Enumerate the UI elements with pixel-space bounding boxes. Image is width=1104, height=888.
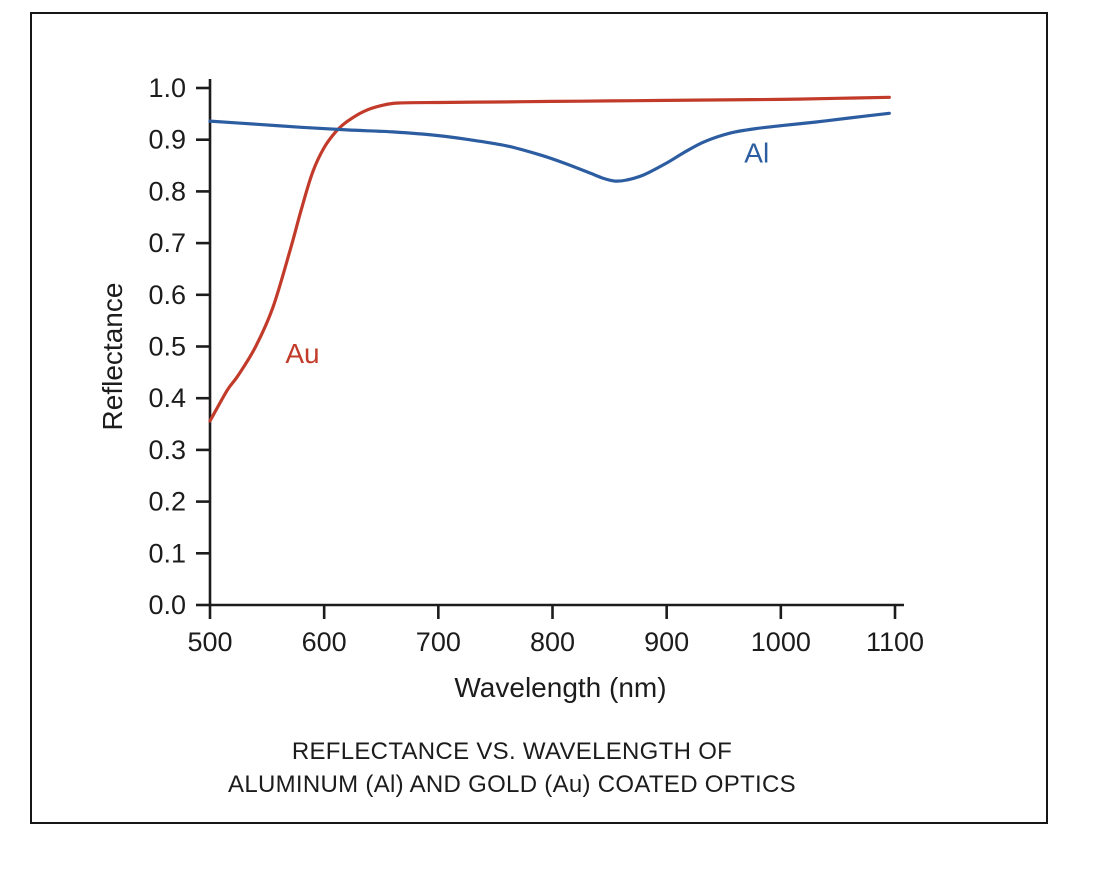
x-tick-label: 1100 xyxy=(866,627,924,657)
y-tick-label: 0.0 xyxy=(148,590,186,620)
y-tick-label: 1.0 xyxy=(148,73,186,103)
y-axis-title: Reflectance xyxy=(97,283,128,431)
y-tick-label: 0.6 xyxy=(148,280,186,310)
y-tick-label: 0.8 xyxy=(148,176,186,206)
y-tick-label: 0.4 xyxy=(148,383,186,413)
chart-caption: REFLECTANCE VS. WAVELENGTH OF ALUMINUM (… xyxy=(30,735,1048,801)
caption-line-1: REFLECTANCE VS. WAVELENGTH OF xyxy=(291,738,733,765)
series-au-label: Au xyxy=(285,338,319,369)
x-tick-label: 900 xyxy=(644,627,689,657)
series-al-curve xyxy=(208,111,891,183)
figure-border xyxy=(30,12,1048,824)
x-tick-label: 800 xyxy=(530,627,575,657)
series-al-label: Al xyxy=(744,137,769,168)
x-tick-label: 500 xyxy=(187,627,232,657)
y-tick-label: 0.1 xyxy=(148,538,186,568)
caption-line-2: ALUMINUM (Al) AND GOLD (Au) COATED OPTIC… xyxy=(228,771,796,798)
y-tick-label: 0.9 xyxy=(148,125,186,155)
x-axis-title: Wavelength (nm) xyxy=(454,672,666,703)
x-tick-label: 700 xyxy=(416,627,461,657)
x-tick-label: 1000 xyxy=(751,627,811,657)
y-tick-label: 0.7 xyxy=(148,228,186,258)
y-tick-label: 0.5 xyxy=(148,332,186,362)
series-au-curve xyxy=(208,95,891,423)
y-tick-label: 0.3 xyxy=(148,435,186,465)
x-tick-label: 600 xyxy=(302,627,347,657)
y-tick-label: 0.2 xyxy=(148,487,186,517)
